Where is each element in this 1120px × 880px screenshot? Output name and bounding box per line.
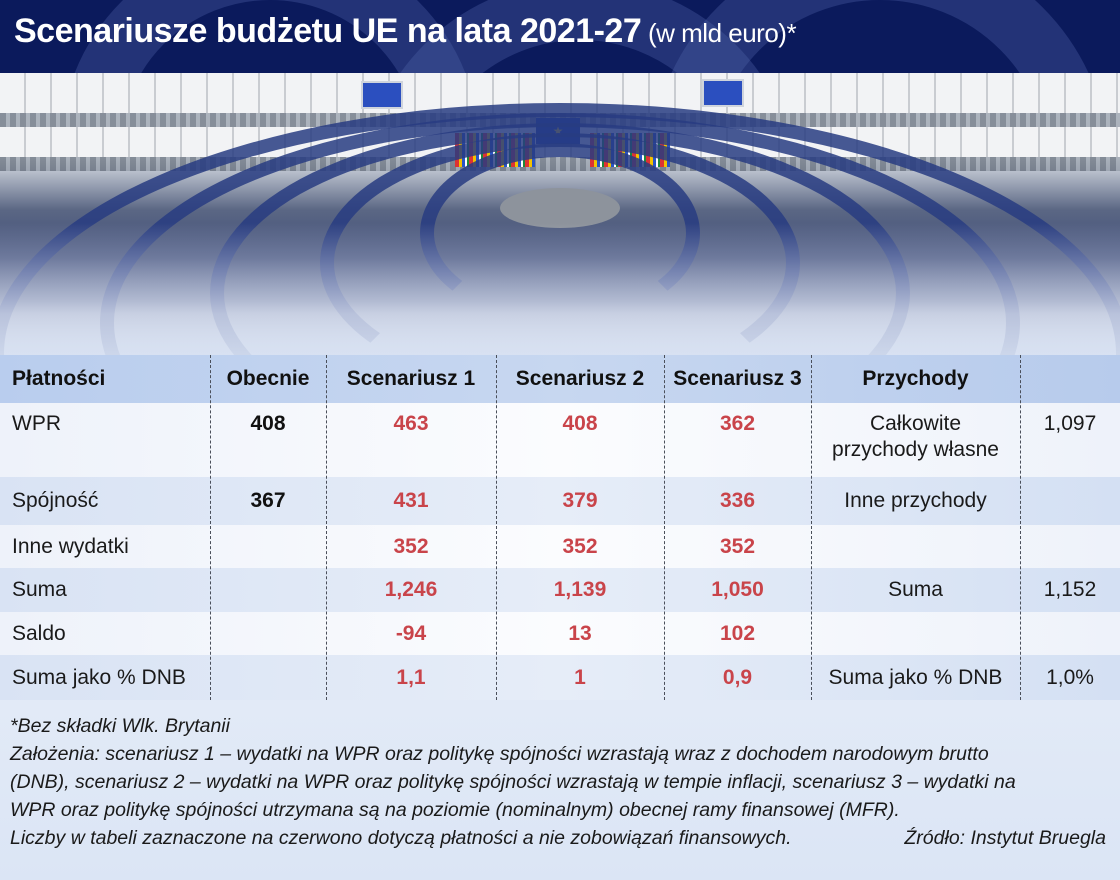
current-value (210, 568, 326, 612)
header-revenues: Przychody (862, 367, 969, 390)
title-bar: Scenariusze budżetu UE na lata 2021-27 (… (0, 0, 1120, 73)
row-label: Spójność (12, 489, 99, 512)
table-row: Saldo -94 13 102 (0, 612, 1120, 655)
title-unit: (w mld euro)* (641, 18, 797, 48)
assumptions-line-3: WPR oraz politykę spójności utrzymana są… (10, 799, 900, 821)
scenario-2-value: 1,139 (553, 578, 607, 601)
current-value (210, 525, 326, 568)
scenario-2-value: 352 (562, 534, 598, 558)
scenario-3-value: 362 (719, 412, 756, 435)
scenario-2-value: 13 (568, 621, 592, 645)
header-current: Obecnie (226, 367, 310, 390)
photo-fade (0, 223, 1120, 358)
title-main: Scenariusze budżetu UE na lata 2021-27 (14, 12, 642, 50)
column-divider (326, 355, 327, 700)
revenue-label: Całkowite przychody własne (832, 412, 999, 461)
scenario-3-value: 336 (719, 489, 756, 512)
header-revenue-value (1020, 355, 1120, 403)
revenue-label (811, 525, 1020, 568)
notes-last-line: Liczby w tabeli zaznaczone na czerwono d… (10, 824, 1106, 852)
scenario-3-value: 1,050 (711, 578, 764, 601)
revenue-label (811, 612, 1020, 655)
revenue-value: 1,152 (1043, 578, 1097, 601)
table-row: Suma 1,246 1,139 1,050 Suma 1,152 (0, 568, 1120, 612)
revenue-value (1020, 477, 1120, 525)
footnotes: *Bez składki Wlk. Brytanii Założenia: sc… (10, 712, 1115, 852)
header-scenario-2: Scenariusz 2 (515, 367, 645, 390)
revenue-value (1020, 612, 1120, 655)
header-scenario-3: Scenariusz 3 (673, 367, 802, 390)
table-header-row: Płatności Obecnie Scenariusz 1 Scenarius… (0, 355, 1120, 403)
table-row: Inne wydatki 352 352 352 (0, 525, 1120, 568)
scenario-2-value: 379 (562, 489, 598, 512)
table-row: Spójność 367 431 379 336 Inne przychody (0, 477, 1120, 525)
row-label: Suma (12, 578, 67, 601)
current-value (210, 655, 326, 700)
column-divider (664, 355, 665, 700)
budget-table: Płatności Obecnie Scenariusz 1 Scenarius… (0, 355, 1120, 700)
current-value: 408 (250, 412, 286, 435)
scenario-1-value: 431 (393, 489, 429, 512)
scenario-3-value: 0,9 (722, 665, 753, 689)
revenue-value: 1,097 (1043, 412, 1097, 435)
revenue-value: 1,0% (1046, 665, 1094, 689)
revenue-label: Inne przychody (844, 489, 987, 512)
row-label: Saldo (12, 621, 66, 645)
voting-screen-icon (702, 79, 744, 107)
table-row: WPR 408 463 408 362 Całkowite przychody … (0, 403, 1120, 477)
scenario-1-value: 1,1 (396, 665, 426, 689)
revenue-label: Suma jako % DNB (828, 665, 1003, 689)
assumptions-line-1: Założenia: scenariusz 1 – wydatki na WPR… (10, 743, 989, 765)
scenario-2-value: 1 (574, 665, 586, 689)
source-note: Źródło: Instytut Bruegla (904, 827, 1106, 849)
scenario-1-value: 463 (393, 412, 429, 435)
page-title: Scenariusze budżetu UE na lata 2021-27 (… (14, 12, 797, 51)
scenario-1-value: 352 (393, 534, 429, 558)
column-divider (811, 355, 812, 700)
footnote-uk: *Bez składki Wlk. Brytanii (10, 715, 230, 737)
voting-screen-icon (361, 81, 403, 109)
current-value (210, 612, 326, 655)
column-divider (1020, 355, 1021, 700)
revenue-label: Suma (888, 578, 943, 601)
row-label: Suma jako % DNB (12, 665, 186, 689)
column-divider (496, 355, 497, 700)
scenario-1-value: -94 (395, 621, 427, 645)
scenario-3-value: 352 (719, 534, 756, 558)
assumptions-line-2: (DNB), scenariusz 2 – wydatki na WPR ora… (10, 771, 1016, 793)
scenario-3-value: 102 (719, 621, 756, 645)
column-divider (210, 355, 211, 700)
parliament-photo: ★ (0, 73, 1120, 358)
revenue-value (1020, 525, 1120, 568)
table-row: Suma jako % DNB 1,1 1 0,9 Suma jako % DN… (0, 655, 1120, 700)
current-value: 367 (250, 489, 286, 512)
row-label: Inne wydatki (12, 534, 129, 558)
header-scenario-1: Scenariusz 1 (346, 367, 476, 390)
scenario-2-value: 408 (562, 412, 598, 435)
header-payments: Płatności (12, 367, 106, 390)
scenario-1-value: 1,246 (384, 578, 438, 601)
row-label: WPR (12, 412, 61, 435)
red-values-note: Liczby w tabeli zaznaczone na czerwono d… (10, 827, 792, 849)
